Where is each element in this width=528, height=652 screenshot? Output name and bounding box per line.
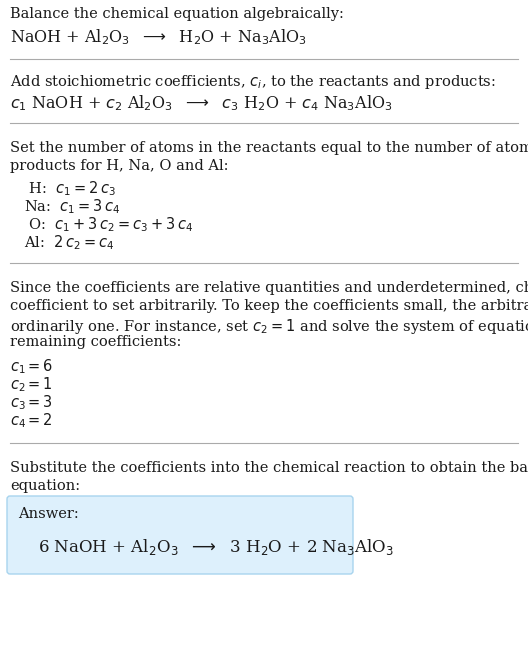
- Text: Set the number of atoms in the reactants equal to the number of atoms in the: Set the number of atoms in the reactants…: [10, 141, 528, 155]
- Text: Answer:: Answer:: [18, 507, 79, 521]
- Text: products for H, Na, O and Al:: products for H, Na, O and Al:: [10, 159, 229, 173]
- Text: remaining coefficients:: remaining coefficients:: [10, 335, 182, 349]
- Text: Na:  $c_1 = 3\,c_4$: Na: $c_1 = 3\,c_4$: [24, 197, 120, 216]
- Text: Add stoichiometric coefficients, $c_i$, to the reactants and products:: Add stoichiometric coefficients, $c_i$, …: [10, 73, 496, 91]
- Text: $c_3 = 3$: $c_3 = 3$: [10, 393, 53, 411]
- Text: equation:: equation:: [10, 479, 80, 493]
- Text: O:  $c_1 + 3\,c_2 = c_3 + 3\,c_4$: O: $c_1 + 3\,c_2 = c_3 + 3\,c_4$: [24, 215, 193, 233]
- FancyBboxPatch shape: [7, 496, 353, 574]
- Text: $c_1$ NaOH + $c_2$ Al$_2$O$_3$  $\longrightarrow$  $c_3$ H$_2$O + $c_4$ Na$_3$Al: $c_1$ NaOH + $c_2$ Al$_2$O$_3$ $\longrig…: [10, 93, 392, 113]
- Text: Al:  $2\,c_2 = c_4$: Al: $2\,c_2 = c_4$: [24, 233, 114, 252]
- Text: 6 NaOH + Al$_2$O$_3$  $\longrightarrow$  3 H$_2$O + 2 Na$_3$AlO$_3$: 6 NaOH + Al$_2$O$_3$ $\longrightarrow$ 3…: [38, 537, 394, 557]
- Text: ordinarily one. For instance, set $c_2 = 1$ and solve the system of equations fo: ordinarily one. For instance, set $c_2 =…: [10, 317, 528, 336]
- Text: H:  $c_1 = 2\,c_3$: H: $c_1 = 2\,c_3$: [24, 179, 116, 198]
- Text: $c_4 = 2$: $c_4 = 2$: [10, 411, 53, 430]
- Text: Balance the chemical equation algebraically:: Balance the chemical equation algebraica…: [10, 7, 344, 21]
- Text: coefficient to set arbitrarily. To keep the coefficients small, the arbitrary va: coefficient to set arbitrarily. To keep …: [10, 299, 528, 313]
- Text: Since the coefficients are relative quantities and underdetermined, choose a: Since the coefficients are relative quan…: [10, 281, 528, 295]
- Text: $c_2 = 1$: $c_2 = 1$: [10, 375, 53, 394]
- Text: $c_1 = 6$: $c_1 = 6$: [10, 357, 53, 376]
- Text: Substitute the coefficients into the chemical reaction to obtain the balanced: Substitute the coefficients into the che…: [10, 461, 528, 475]
- Text: NaOH + Al$_2$O$_3$  $\longrightarrow$  H$_2$O + Na$_3$AlO$_3$: NaOH + Al$_2$O$_3$ $\longrightarrow$ H$_…: [10, 27, 307, 47]
